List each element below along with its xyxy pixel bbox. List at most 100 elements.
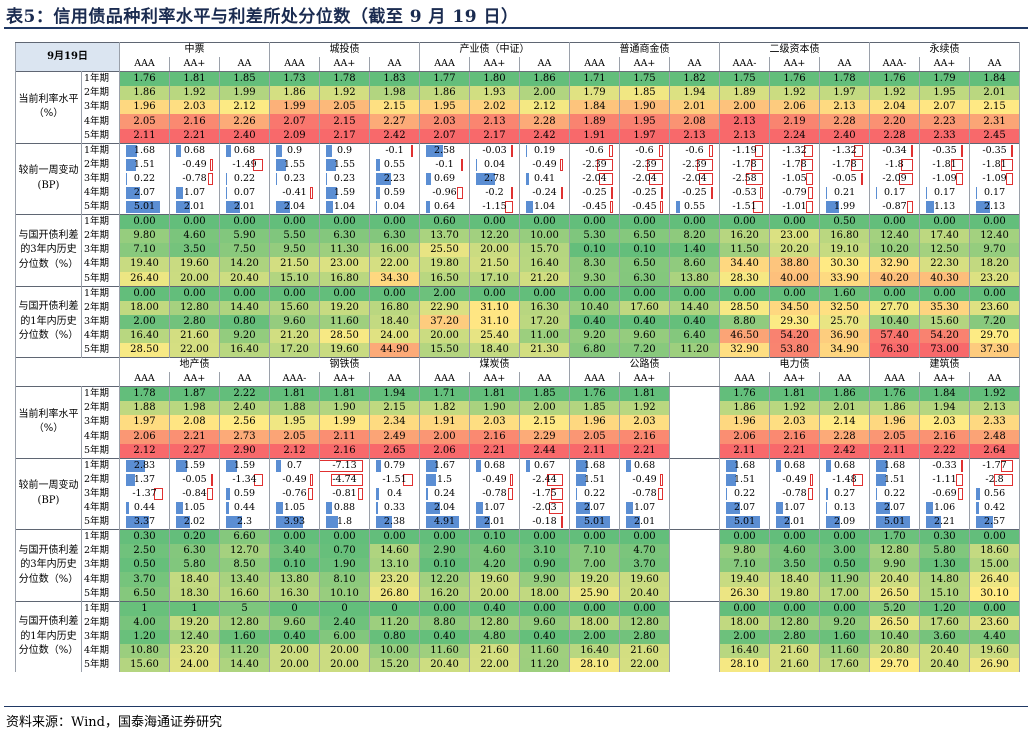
- weekly-change-cell: 1.05: [169, 501, 220, 516]
- percentile-cell: 20.00: [469, 586, 521, 602]
- rate-cell: 1.76: [769, 71, 821, 87]
- tenor-label: 4年期: [81, 257, 120, 272]
- percentile-cell: 0.00: [119, 214, 170, 230]
- weekly-change-cell: -0.05: [819, 171, 871, 186]
- percentile-cell: 3.50: [169, 243, 220, 258]
- rate-cell: 2.07: [269, 114, 320, 129]
- rate-cell: 2.03: [769, 415, 821, 430]
- weekly-change-cell: -2.58: [719, 171, 771, 186]
- percentile-cell: 1.40: [669, 243, 721, 258]
- percentile-cell: 54.20: [769, 328, 821, 343]
- rate-cell: 1.86: [419, 86, 471, 101]
- weekly-change-cell: 0.68: [769, 457, 821, 473]
- weekly-change-cell: 0.19: [519, 142, 571, 158]
- change-value: -1.11: [932, 473, 957, 485]
- group-header: 产业债（中证）: [419, 42, 571, 58]
- percentile-cell: 31.10: [469, 314, 521, 329]
- weekly-change-cell: -0.78: [469, 486, 521, 501]
- change-value: 0.22: [733, 487, 756, 499]
- change-value: -1.09: [982, 172, 1007, 184]
- rate-cell: 2.16: [169, 114, 220, 129]
- percentile-cell: 12.20: [469, 229, 521, 244]
- weekly-change-cell: 1.05: [269, 501, 320, 516]
- change-bar-positive: [425, 144, 444, 157]
- weekly-change-cell: 1.59: [219, 457, 270, 473]
- rate-cell: 2.24: [769, 128, 821, 144]
- change-bar-negative: [307, 487, 314, 500]
- weekly-change-cell: -0.35: [919, 142, 971, 158]
- rate-cell: 1.88: [119, 401, 170, 416]
- change-value: -0.49: [782, 473, 807, 485]
- percentile-cell: 11.00: [519, 328, 571, 343]
- group-header: 建筑债: [869, 357, 1021, 373]
- rate-cell: [669, 429, 721, 444]
- percentile-cell: 11.60: [519, 643, 571, 659]
- rate-cell: 1.79: [569, 86, 621, 101]
- rate-cell: 1.86: [269, 86, 320, 101]
- rate-cell: 1.80: [469, 71, 521, 87]
- percentile-cell: 0.00: [219, 285, 270, 301]
- rate-cell: 2.42: [368, 128, 421, 144]
- tenor-label: 3年期: [81, 100, 120, 115]
- percentile-cell: 20.40: [419, 658, 471, 673]
- rate-cell: 2.21: [769, 443, 821, 459]
- change-bar-positive: [525, 201, 533, 214]
- weekly-change-cell: 0.23: [319, 171, 370, 186]
- change-bar-positive: [175, 144, 181, 157]
- change-bar-positive: [425, 473, 437, 486]
- percentile-cell: 6.30: [619, 271, 671, 287]
- weekly-change-cell: -0.78: [169, 171, 220, 186]
- change-bar-negative: [546, 473, 564, 486]
- change-bar-positive: [325, 516, 339, 529]
- rate-cell: 1.97: [819, 86, 871, 101]
- rate-cell: 1.81: [619, 386, 671, 402]
- weekly-change-cell: -1.78: [719, 157, 771, 172]
- change-bar-negative: [854, 144, 864, 157]
- rate-cell: 2.11: [869, 443, 921, 459]
- tenor-label: 4年期: [81, 643, 120, 659]
- percentile-cell: [669, 615, 721, 630]
- percentile-cell: [669, 629, 721, 644]
- change-value: -0.41: [282, 186, 307, 198]
- weekly-change-cell: -1.05: [769, 171, 821, 186]
- percentile-cell: 21.20: [269, 328, 320, 343]
- rating-header: AA: [819, 57, 871, 73]
- percentile-cell: 0.00: [569, 214, 621, 230]
- change-bar-negative: [211, 473, 214, 486]
- percentile-cell: 11.20: [519, 658, 571, 673]
- rate-cell: 2.56: [219, 415, 270, 430]
- tenor-label: 1年期: [81, 285, 120, 301]
- percentile-cell: 18.00: [119, 300, 170, 315]
- rate-cell: 2.16: [919, 429, 971, 444]
- tenor-label: 3年期: [81, 558, 120, 573]
- weekly-change-cell: 0.22: [119, 171, 170, 186]
- rate-cell: 1.76: [719, 386, 771, 402]
- weekly-change-cell: 1.5: [419, 472, 471, 487]
- rate-cell: 2.13: [719, 128, 771, 144]
- weekly-change-cell: -0.25: [669, 185, 721, 201]
- percentile-cell: 0.10: [419, 558, 471, 573]
- percentile-cell: 12.40: [969, 229, 1021, 244]
- change-value: 1.07: [483, 502, 506, 514]
- weekly-change-cell: 2.01: [169, 200, 220, 215]
- percentile-cell: 17.60: [919, 615, 971, 630]
- change-bar-positive: [725, 473, 737, 486]
- rating-header: AA: [219, 57, 270, 73]
- percentile-cell: 12.40: [869, 229, 921, 244]
- weekly-change-cell: [669, 457, 721, 473]
- percentile-cell: 16.80: [819, 229, 871, 244]
- change-value: 1.55: [283, 158, 306, 170]
- rating-header: AA: [969, 57, 1021, 73]
- change-value: 0.13: [833, 502, 856, 514]
- change-bar-positive: [125, 172, 128, 185]
- change-value: -0.35: [932, 144, 957, 156]
- weekly-change-cell: -0.96: [419, 185, 471, 201]
- rate-cell: 2.15: [319, 114, 370, 129]
- change-bar-positive: [475, 459, 481, 472]
- change-bar-positive: [825, 516, 841, 529]
- percentile-cell: 16.40: [719, 643, 771, 659]
- footer-divider: [4, 706, 1028, 707]
- percentile-cell: 23.20: [169, 643, 220, 659]
- change-bar-positive: [225, 516, 242, 529]
- percentile-cell: 9.50: [269, 243, 320, 258]
